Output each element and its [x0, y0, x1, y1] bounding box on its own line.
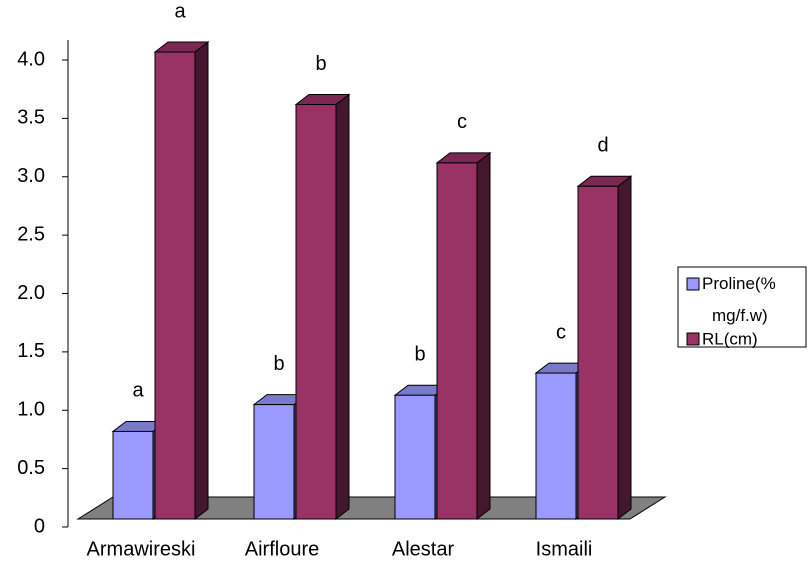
- bar-annotation: c: [457, 111, 467, 133]
- legend-swatch: [686, 277, 700, 291]
- y-tick-label: 4.0: [17, 48, 45, 70]
- bar-annotation: b: [414, 344, 425, 366]
- y-tick-label: 0: [34, 515, 45, 537]
- x-tick-label: Ismaili: [536, 538, 593, 560]
- bar: [154, 51, 196, 520]
- bar-annotation: b: [273, 353, 284, 375]
- bar-side: [194, 40, 209, 521]
- y-tick-label: 1.5: [17, 340, 45, 362]
- bar-annotation: c: [556, 321, 566, 343]
- bar-side: [476, 151, 491, 521]
- bar-side: [617, 175, 632, 521]
- y-tick-label: 1.0: [17, 399, 45, 421]
- bar-side: [335, 93, 350, 521]
- x-tick-label: Armawireski: [87, 538, 196, 560]
- bar: [577, 185, 619, 520]
- bar-annotation: b: [315, 53, 326, 75]
- bar: [295, 104, 337, 520]
- bar: [436, 162, 478, 520]
- bar: [112, 430, 154, 520]
- bar-annotation: a: [132, 380, 144, 402]
- bar-annotation: d: [597, 135, 608, 157]
- x-tick-label: Airfloure: [245, 538, 319, 560]
- y-tick-label: 2.0: [17, 282, 45, 304]
- y-tick-label: 2.5: [17, 223, 45, 245]
- legend-swatch: [686, 332, 700, 346]
- legend-label: RL(cm): [702, 329, 758, 348]
- bar: [535, 372, 577, 520]
- y-tick-label: 3.5: [17, 107, 45, 129]
- bar: [253, 404, 295, 520]
- y-tick-label: 3.0: [17, 165, 45, 187]
- bar-annotation: a: [174, 0, 186, 22]
- bar: [394, 394, 436, 520]
- y-tick-label: 0.5: [17, 457, 45, 479]
- x-tick-label: Alestar: [392, 538, 455, 560]
- legend-label: Proline(% mg/f.w): [702, 274, 776, 325]
